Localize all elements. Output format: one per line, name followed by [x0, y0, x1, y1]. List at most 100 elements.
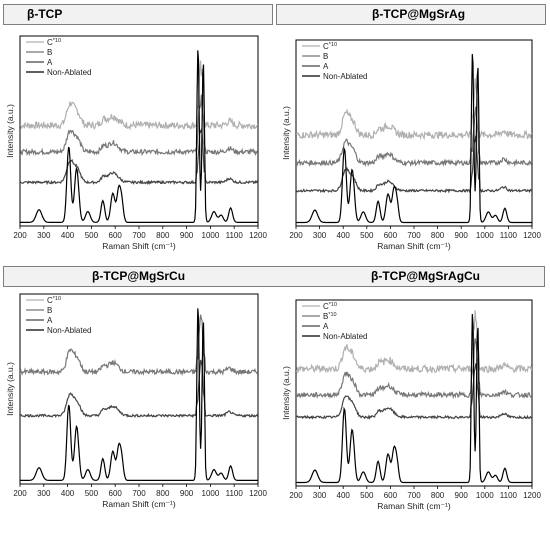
x-tick-label: 700	[132, 489, 146, 498]
y-axis-label: Intensity (a.u.)	[5, 362, 15, 416]
panel-header-beta-tcp-mgsrcu: β-TCP@MgSrCu β-TCP@MgSrAgCu	[3, 266, 545, 287]
panel-header-beta-tcp-mgsrag: β-TCP@MgSrAg	[276, 4, 546, 25]
legend-entry: A	[47, 58, 53, 67]
legend-entry: A	[323, 322, 329, 331]
y-axis-label: Intensity (a.u.)	[281, 106, 291, 160]
x-tick-label: 600	[109, 231, 123, 240]
series-line-a	[20, 359, 258, 419]
x-tick-label: 500	[85, 231, 99, 240]
x-tick-label: 400	[61, 489, 75, 498]
x-tick-label: 600	[384, 231, 398, 240]
legend-entry: B	[47, 48, 52, 57]
legend-entry: B	[323, 52, 328, 61]
x-tick-label: 1100	[500, 491, 518, 500]
x-axis-label: Raman Shift (cm⁻¹)	[102, 499, 176, 509]
legend-entry: Non-Ablated	[323, 332, 367, 341]
x-axis-label: Raman Shift (cm⁻¹)	[102, 241, 176, 251]
x-tick-label: 1200	[249, 489, 267, 498]
panel-title: β-TCP@MgSrCu	[92, 269, 186, 283]
x-tick-label: 400	[337, 231, 351, 240]
legend-entry: C*10	[323, 42, 337, 51]
x-tick-label: 400	[61, 231, 75, 240]
x-tick-label: 200	[13, 231, 27, 240]
x-tick-label: 900	[455, 491, 469, 500]
legend-entry: Non-Ablated	[47, 68, 91, 77]
series-line-b	[20, 314, 258, 377]
panel-title: β-TCP@MgSrAgCu	[371, 269, 481, 283]
series-line-c	[296, 310, 532, 374]
x-tick-label: 1000	[202, 231, 220, 240]
panel-title: β-TCP@MgSrAg	[372, 7, 466, 21]
x-tick-label: 900	[455, 231, 469, 240]
x-tick-label: 1000	[476, 231, 494, 240]
series-line-c	[296, 78, 532, 141]
x-tick-label: 200	[289, 491, 303, 500]
chart-panel-beta-tcp-mgsrag: 200 300 400 500 600 700 800 900 1000 1100 1200 Rama…	[275, 28, 550, 278]
raman-chart-beta-tcp-mgsrag: 200 300 400 500 600 700 800 900 1000 1100 1200 Rama…	[281, 39, 541, 251]
series-line-a	[296, 363, 532, 420]
x-tick-label: 900	[180, 231, 194, 240]
series-line-b	[296, 106, 532, 168]
x-axis-label: Raman Shift (cm⁻¹)	[377, 501, 451, 511]
series-line-b	[296, 338, 532, 400]
x-tick-label: 700	[407, 231, 421, 240]
legend-entry: A	[47, 316, 53, 325]
x-tick-label: 200	[13, 489, 27, 498]
chart-panel-beta-tcp-mgsragcu: 200 300 400 500 600 700 800 900 1000 1100 1200 Rama…	[275, 290, 550, 540]
series-line-a	[296, 135, 532, 194]
x-tick-label: 1100	[226, 489, 244, 498]
y-axis-label: Intensity (a.u.)	[281, 366, 291, 420]
x-tick-label: 300	[313, 491, 327, 500]
x-tick-label: 1100	[500, 231, 518, 240]
legend-entry: A	[323, 62, 329, 71]
x-tick-label: 400	[337, 491, 351, 500]
x-tick-label: 300	[37, 231, 51, 240]
raman-chart-beta-tcp-mgsrcu: 200 300 400 500 600 700 800 900 1000 1100 1200 Rama…	[5, 293, 267, 509]
x-tick-label: 1100	[226, 231, 244, 240]
legend-entry: C*10	[323, 302, 337, 311]
series-line-non-ablated	[296, 54, 532, 224]
x-tick-label: 800	[156, 231, 170, 240]
y-axis-label: Intensity (a.u.)	[5, 104, 15, 158]
x-tick-label: 700	[132, 231, 146, 240]
x-tick-label: 200	[289, 231, 303, 240]
series-line-a	[20, 127, 258, 186]
plot-frame	[19, 293, 259, 485]
x-tick-label: 800	[431, 491, 445, 500]
x-tick-label: 800	[431, 231, 445, 240]
legend-entry: Non-Ablated	[323, 72, 367, 81]
legend-entry: B*10	[323, 312, 337, 321]
panel-title: β-TCP	[27, 7, 63, 21]
x-tick-label: 800	[156, 489, 170, 498]
raman-chart-beta-tcp: 200 300 400 500 600 700 800 900 1000 1100 1200 Rama…	[5, 35, 267, 251]
series-line-c	[20, 60, 258, 131]
x-tick-label: 1000	[202, 489, 220, 498]
x-tick-label: 500	[360, 491, 374, 500]
x-tick-label: 1200	[523, 231, 541, 240]
series-line-non-ablated	[296, 314, 532, 484]
x-tick-label: 900	[180, 489, 194, 498]
legend-entry: C*10	[47, 38, 61, 47]
raman-chart-beta-tcp-mgsragcu: 200 300 400 500 600 700 800 900 1000 1100 1200 Rama…	[281, 299, 541, 511]
x-tick-label: 500	[360, 231, 374, 240]
x-tick-label: 1200	[249, 231, 267, 240]
panel-header-beta-tcp: β-TCP	[3, 4, 273, 25]
series-line-b	[20, 94, 258, 157]
legend-entry: C*10	[47, 296, 61, 305]
x-tick-label: 1000	[476, 491, 494, 500]
legend-entry: Non-Ablated	[47, 326, 91, 335]
x-tick-label: 700	[407, 491, 421, 500]
x-tick-label: 600	[384, 491, 398, 500]
chart-panel-beta-tcp-mgsrcu: 200 300 400 500 600 700 800 900 1000 1100 1200 Rama…	[0, 290, 275, 540]
plot-frame	[19, 35, 259, 227]
legend-entry: B	[47, 306, 52, 315]
x-tick-label: 600	[109, 489, 123, 498]
x-tick-label: 500	[85, 489, 99, 498]
x-tick-label: 1200	[523, 491, 541, 500]
series-line-non-ablated	[20, 50, 258, 223]
x-tick-label: 300	[313, 231, 327, 240]
series-line-non-ablated	[20, 308, 258, 481]
x-axis-label: Raman Shift (cm⁻¹)	[377, 241, 451, 251]
chart-panel-beta-tcp: 200 300 400 500 600 700 800 900 1000 1100 1200 Rama…	[0, 28, 275, 278]
x-tick-label: 300	[37, 489, 51, 498]
